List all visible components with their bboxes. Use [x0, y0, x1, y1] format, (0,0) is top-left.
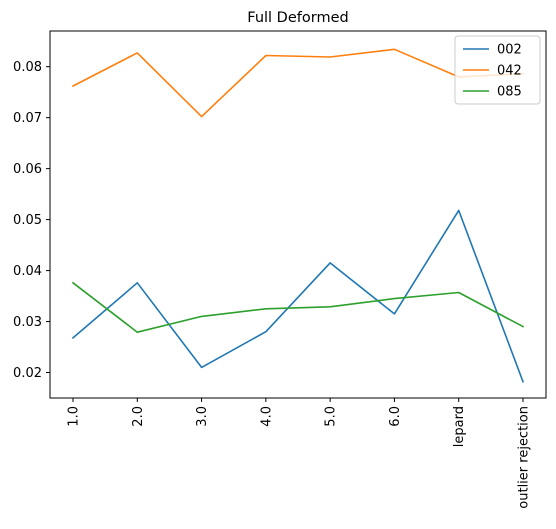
- chart-title: Full Deformed: [247, 10, 348, 26]
- legend-box: [454, 35, 541, 105]
- y-tick-label: 0.02: [13, 366, 42, 381]
- x-tick-label: 6.0: [388, 406, 403, 427]
- y-tick-label: 0.05: [13, 213, 42, 228]
- y-tick-label: 0.06: [13, 162, 42, 177]
- series-line-002: [71, 209, 525, 383]
- y-axis: 0.02 0.03 0.04 0.05 0.06 0.07 0.08: [13, 60, 50, 381]
- legend-label: 042: [497, 64, 522, 79]
- y-tick-label: 0.03: [13, 315, 42, 330]
- legend: 002 042 085: [454, 35, 541, 105]
- x-tick-label: 2.0: [131, 406, 146, 427]
- x-tick-label: lepard: [452, 406, 467, 447]
- series-line-042: [71, 48, 524, 118]
- y-tick-label: 0.07: [13, 111, 42, 126]
- x-tick-label: 4.0: [259, 406, 274, 427]
- x-tick-label: outlier rejection: [517, 406, 532, 509]
- x-tick-label: 5.0: [324, 406, 339, 427]
- x-tick-label: 1.0: [67, 406, 82, 427]
- x-axis: 1.0 2.0 3.0 4.0 5.0 6.0 lepard outlier rejectio…: [67, 398, 532, 509]
- y-tick-label: 0.04: [13, 264, 42, 279]
- y-tick-label: 0.08: [13, 60, 42, 75]
- legend-label: 085: [497, 85, 522, 100]
- plot-lines: [71, 48, 525, 383]
- plot-frame: [49, 30, 547, 399]
- x-tick-label: 3.0: [195, 406, 210, 427]
- legend-label: 002: [497, 43, 522, 58]
- series-line-085: [71, 281, 525, 334]
